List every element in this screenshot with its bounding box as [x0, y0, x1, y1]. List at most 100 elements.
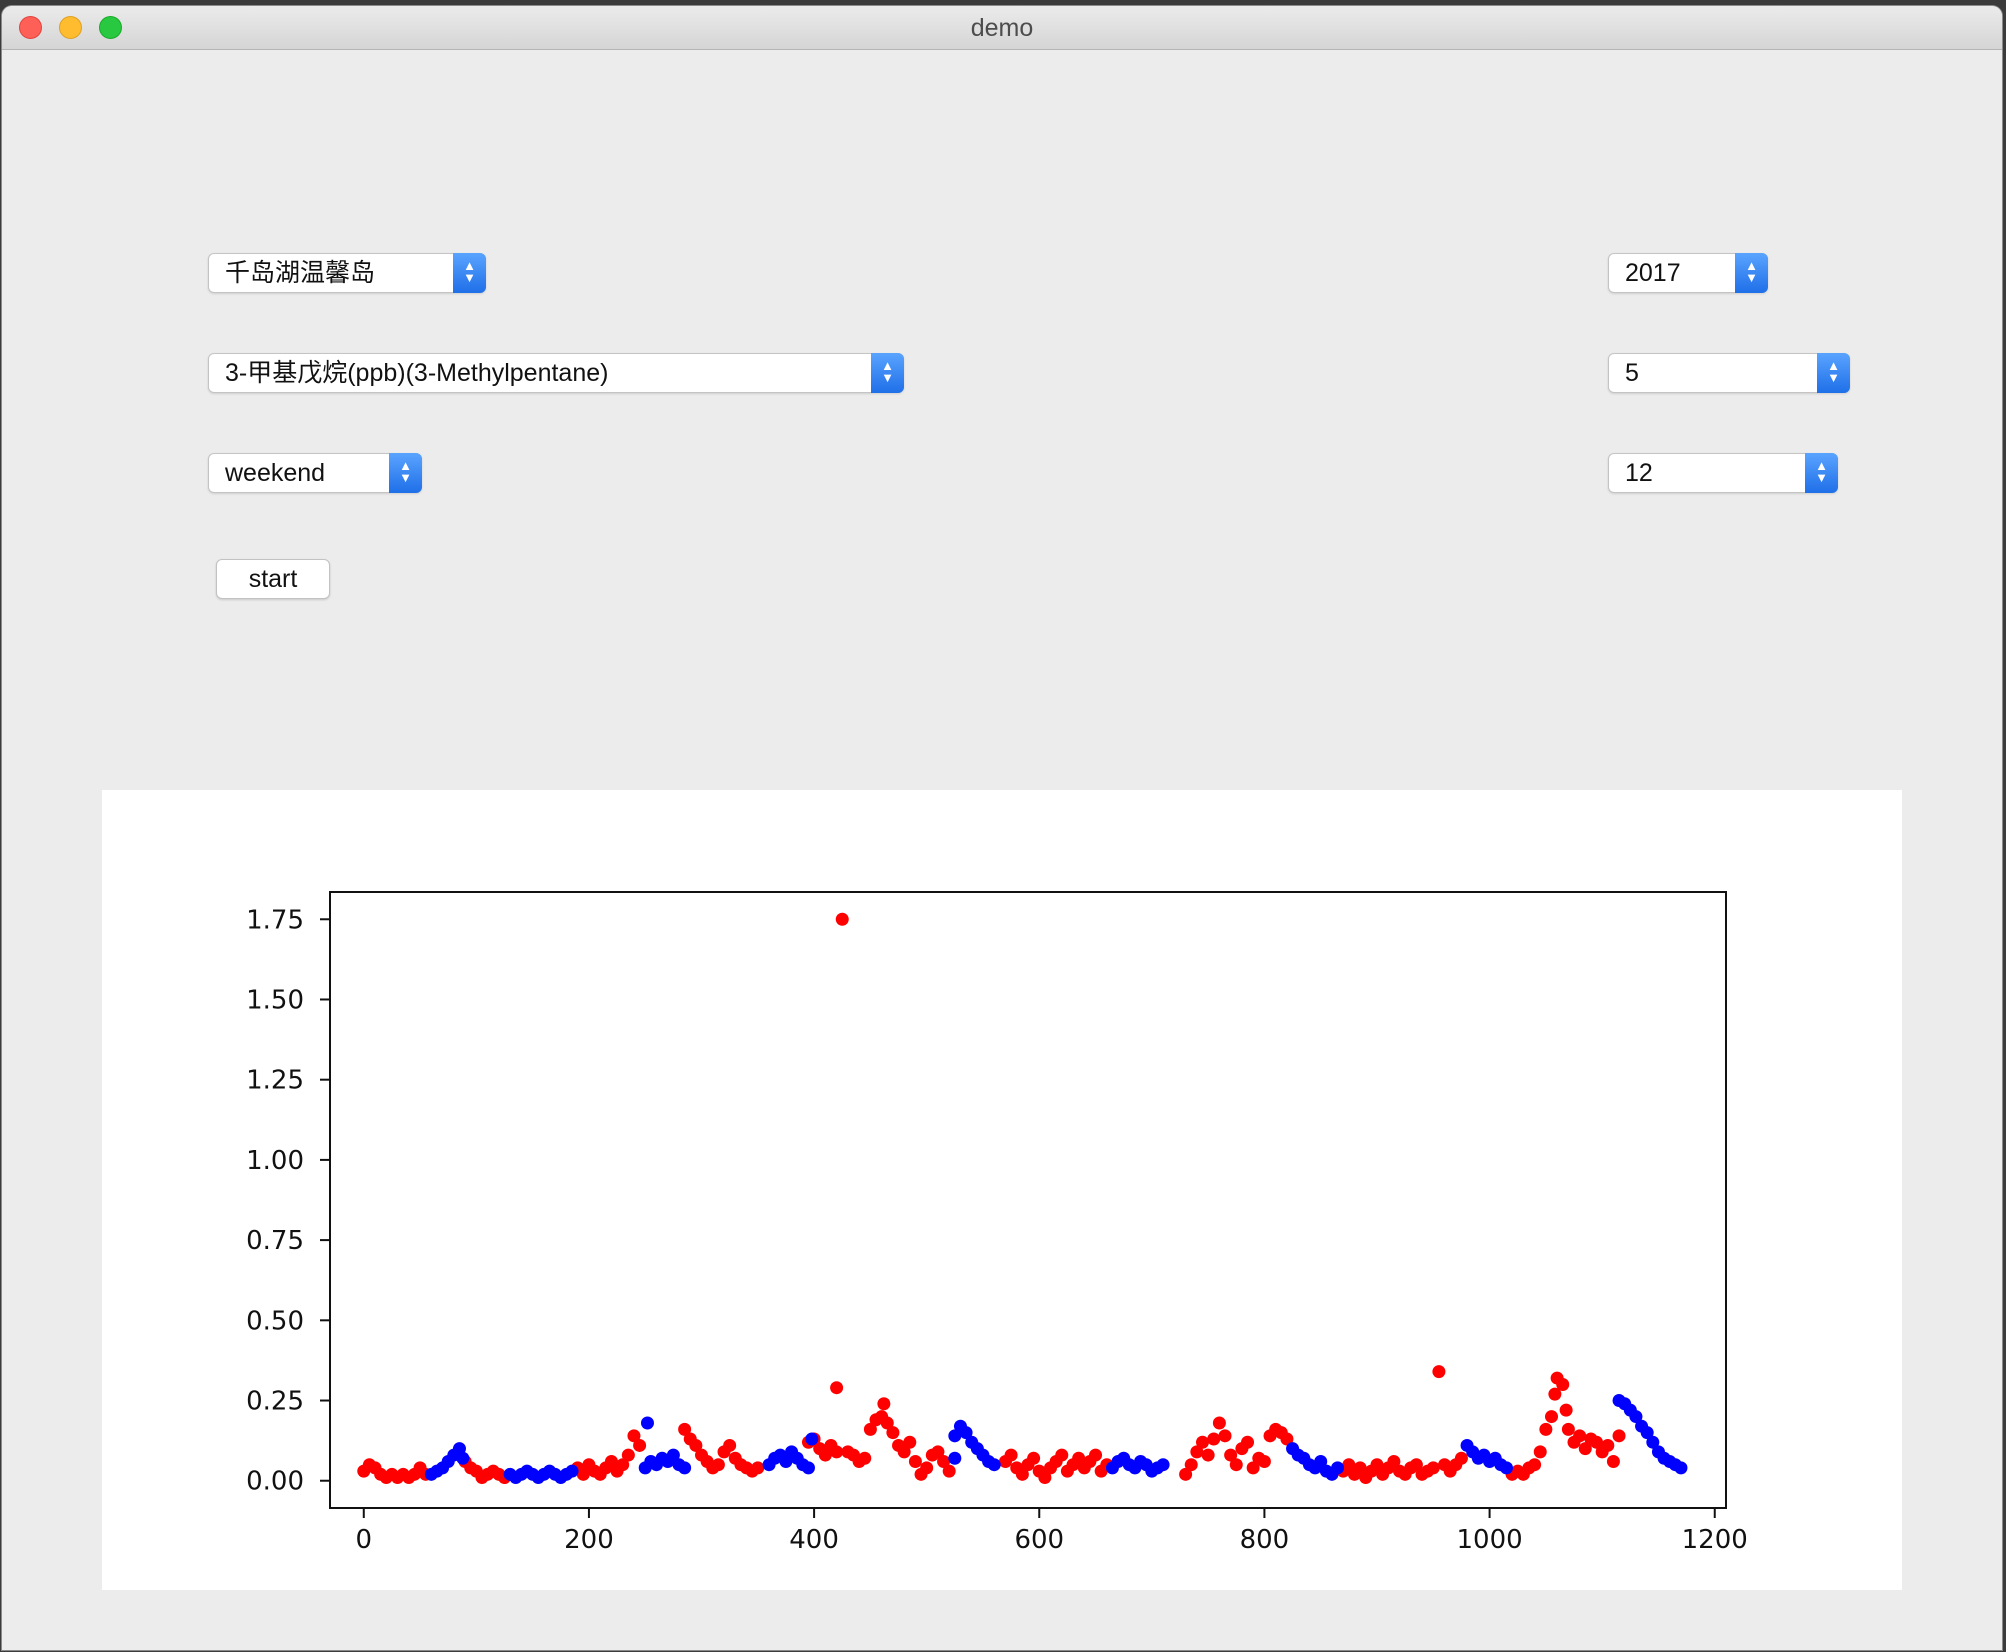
red-data-point — [1561, 1422, 1575, 1436]
chevron-up-down-icon: ▲ ▼ — [1817, 353, 1850, 393]
red-data-point — [886, 1426, 900, 1440]
red-data-point — [1559, 1403, 1573, 1417]
pollutant-select[interactable]: 3-甲基戊烷(ppb)(3-Methylpentane) ▲ ▼ — [208, 353, 904, 393]
chevron-up-down-icon: ▲ ▼ — [389, 453, 422, 493]
blue-data-point — [1674, 1461, 1688, 1475]
month-select-value: 5 — [1625, 359, 1639, 387]
red-data-point — [1027, 1451, 1041, 1465]
plot-axes-frame — [329, 891, 1727, 1509]
red-data-point — [830, 1445, 844, 1459]
station-select[interactable]: 千岛湖温馨岛 ▲ ▼ — [208, 253, 486, 293]
red-data-point — [621, 1448, 635, 1462]
red-data-point — [1212, 1416, 1226, 1430]
y-tick-label: 0.75 — [246, 1226, 304, 1256]
red-data-point — [1241, 1435, 1255, 1449]
window-title: demo — [970, 14, 1034, 42]
red-data-point — [897, 1445, 911, 1459]
minimize-window-button[interactable] — [59, 16, 82, 39]
red-data-point — [1179, 1467, 1193, 1481]
blue-data-point — [948, 1451, 962, 1465]
scatter-chart: 0.00 0.25 0.50 0.75 1.00 1.25 1.50 1.75 0 200 400… — [246, 891, 1748, 1555]
y-tick-label: 1.75 — [246, 905, 304, 935]
close-window-button[interactable] — [19, 16, 42, 39]
chevron-up-down-icon: ▲ ▼ — [871, 353, 904, 393]
chevron-up-down-icon: ▲ ▼ — [1805, 453, 1838, 493]
blue-data-point — [987, 1458, 1001, 1472]
red-data-point — [1342, 1458, 1356, 1472]
red-data-point — [858, 1451, 872, 1465]
chevron-up-down-icon: ▲ ▼ — [453, 253, 486, 293]
red-data-point — [937, 1454, 951, 1468]
blue-data-point — [640, 1416, 654, 1430]
red-data-point — [1590, 1435, 1604, 1449]
blue-data-point — [456, 1451, 470, 1465]
red-data-point — [1370, 1458, 1384, 1472]
y-tick-label: 0.50 — [246, 1306, 304, 1336]
red-data-point — [835, 912, 849, 926]
red-data-point — [1426, 1461, 1440, 1475]
blue-data-point — [678, 1461, 692, 1475]
blue-data-point — [1156, 1458, 1170, 1472]
blue-data-point — [565, 1464, 579, 1478]
title-bar: demo — [2, 6, 2002, 50]
red-data-point — [751, 1461, 765, 1475]
red-data-point — [818, 1448, 832, 1462]
y-axis: 0.00 0.25 0.50 0.75 1.00 1.25 1.50 1.75 — [246, 905, 330, 1497]
zoom-window-button[interactable] — [99, 16, 122, 39]
x-tick-label: 800 — [1240, 1525, 1290, 1555]
red-data-point — [1229, 1458, 1243, 1472]
red-data-point — [1612, 1429, 1626, 1443]
red-data-point — [920, 1461, 934, 1475]
blue-data-point — [801, 1461, 815, 1475]
red-data-point — [1606, 1454, 1620, 1468]
app-window: demo 千岛湖温馨岛 ▲ ▼ 3-甲基戊烷(ppb)(3-Methylpenta… — [2, 6, 2002, 1650]
red-data-point — [1224, 1448, 1238, 1462]
month-select[interactable]: 5 ▲ ▼ — [1608, 353, 1850, 393]
red-data-point — [1055, 1448, 1069, 1462]
x-tick-label: 1000 — [1456, 1525, 1522, 1555]
red-data-point — [689, 1438, 703, 1452]
start-button[interactable]: start — [216, 559, 330, 599]
red-data-point — [1196, 1435, 1209, 1449]
blue-data-point — [1640, 1426, 1654, 1440]
red-data-point — [942, 1464, 956, 1478]
day-select[interactable]: 12 ▲ ▼ — [1608, 453, 1838, 493]
red-data-point — [627, 1429, 641, 1443]
blue-data-point — [805, 1432, 819, 1446]
red-data-point — [1207, 1432, 1221, 1446]
red-data-point — [604, 1454, 618, 1468]
red-data-point — [1280, 1432, 1294, 1446]
y-tick-label: 0.00 — [246, 1467, 304, 1497]
red-data-point — [1246, 1461, 1260, 1475]
red-data-point — [863, 1422, 877, 1436]
blue-data-point — [1314, 1454, 1328, 1468]
x-tick-label: 1200 — [1682, 1525, 1748, 1555]
blue-data-point — [1646, 1435, 1660, 1449]
red-data-point — [711, 1458, 725, 1472]
red-data-point — [678, 1422, 692, 1436]
red-data-point — [1548, 1387, 1562, 1401]
red-data-point — [880, 1416, 894, 1430]
year-select[interactable]: 2017 ▲ ▼ — [1608, 253, 1768, 293]
data-points — [357, 912, 1688, 1485]
blue-data-point — [1629, 1410, 1643, 1424]
day-select-value: 12 — [1625, 459, 1653, 487]
year-select-value: 2017 — [1625, 259, 1681, 287]
red-data-point — [908, 1454, 922, 1468]
red-data-point — [1578, 1442, 1592, 1456]
x-tick-label: 400 — [789, 1525, 839, 1555]
period-select[interactable]: weekend ▲ ▼ — [208, 453, 422, 493]
blue-data-point — [959, 1426, 973, 1440]
red-data-point — [1004, 1448, 1018, 1462]
y-tick-label: 0.25 — [246, 1387, 304, 1417]
y-tick-label: 1.25 — [246, 1066, 304, 1096]
red-data-point — [1184, 1458, 1198, 1472]
chevron-up-down-icon: ▲ ▼ — [1735, 253, 1768, 293]
pollutant-select-value: 3-甲基戊烷(ppb)(3-Methylpentane) — [225, 359, 609, 387]
red-data-point — [1573, 1429, 1587, 1443]
red-data-point — [1201, 1448, 1215, 1462]
red-data-point — [1539, 1422, 1553, 1436]
red-data-point — [1545, 1410, 1558, 1424]
station-select-value: 千岛湖温馨岛 — [225, 259, 376, 287]
period-select-value: weekend — [225, 459, 326, 487]
